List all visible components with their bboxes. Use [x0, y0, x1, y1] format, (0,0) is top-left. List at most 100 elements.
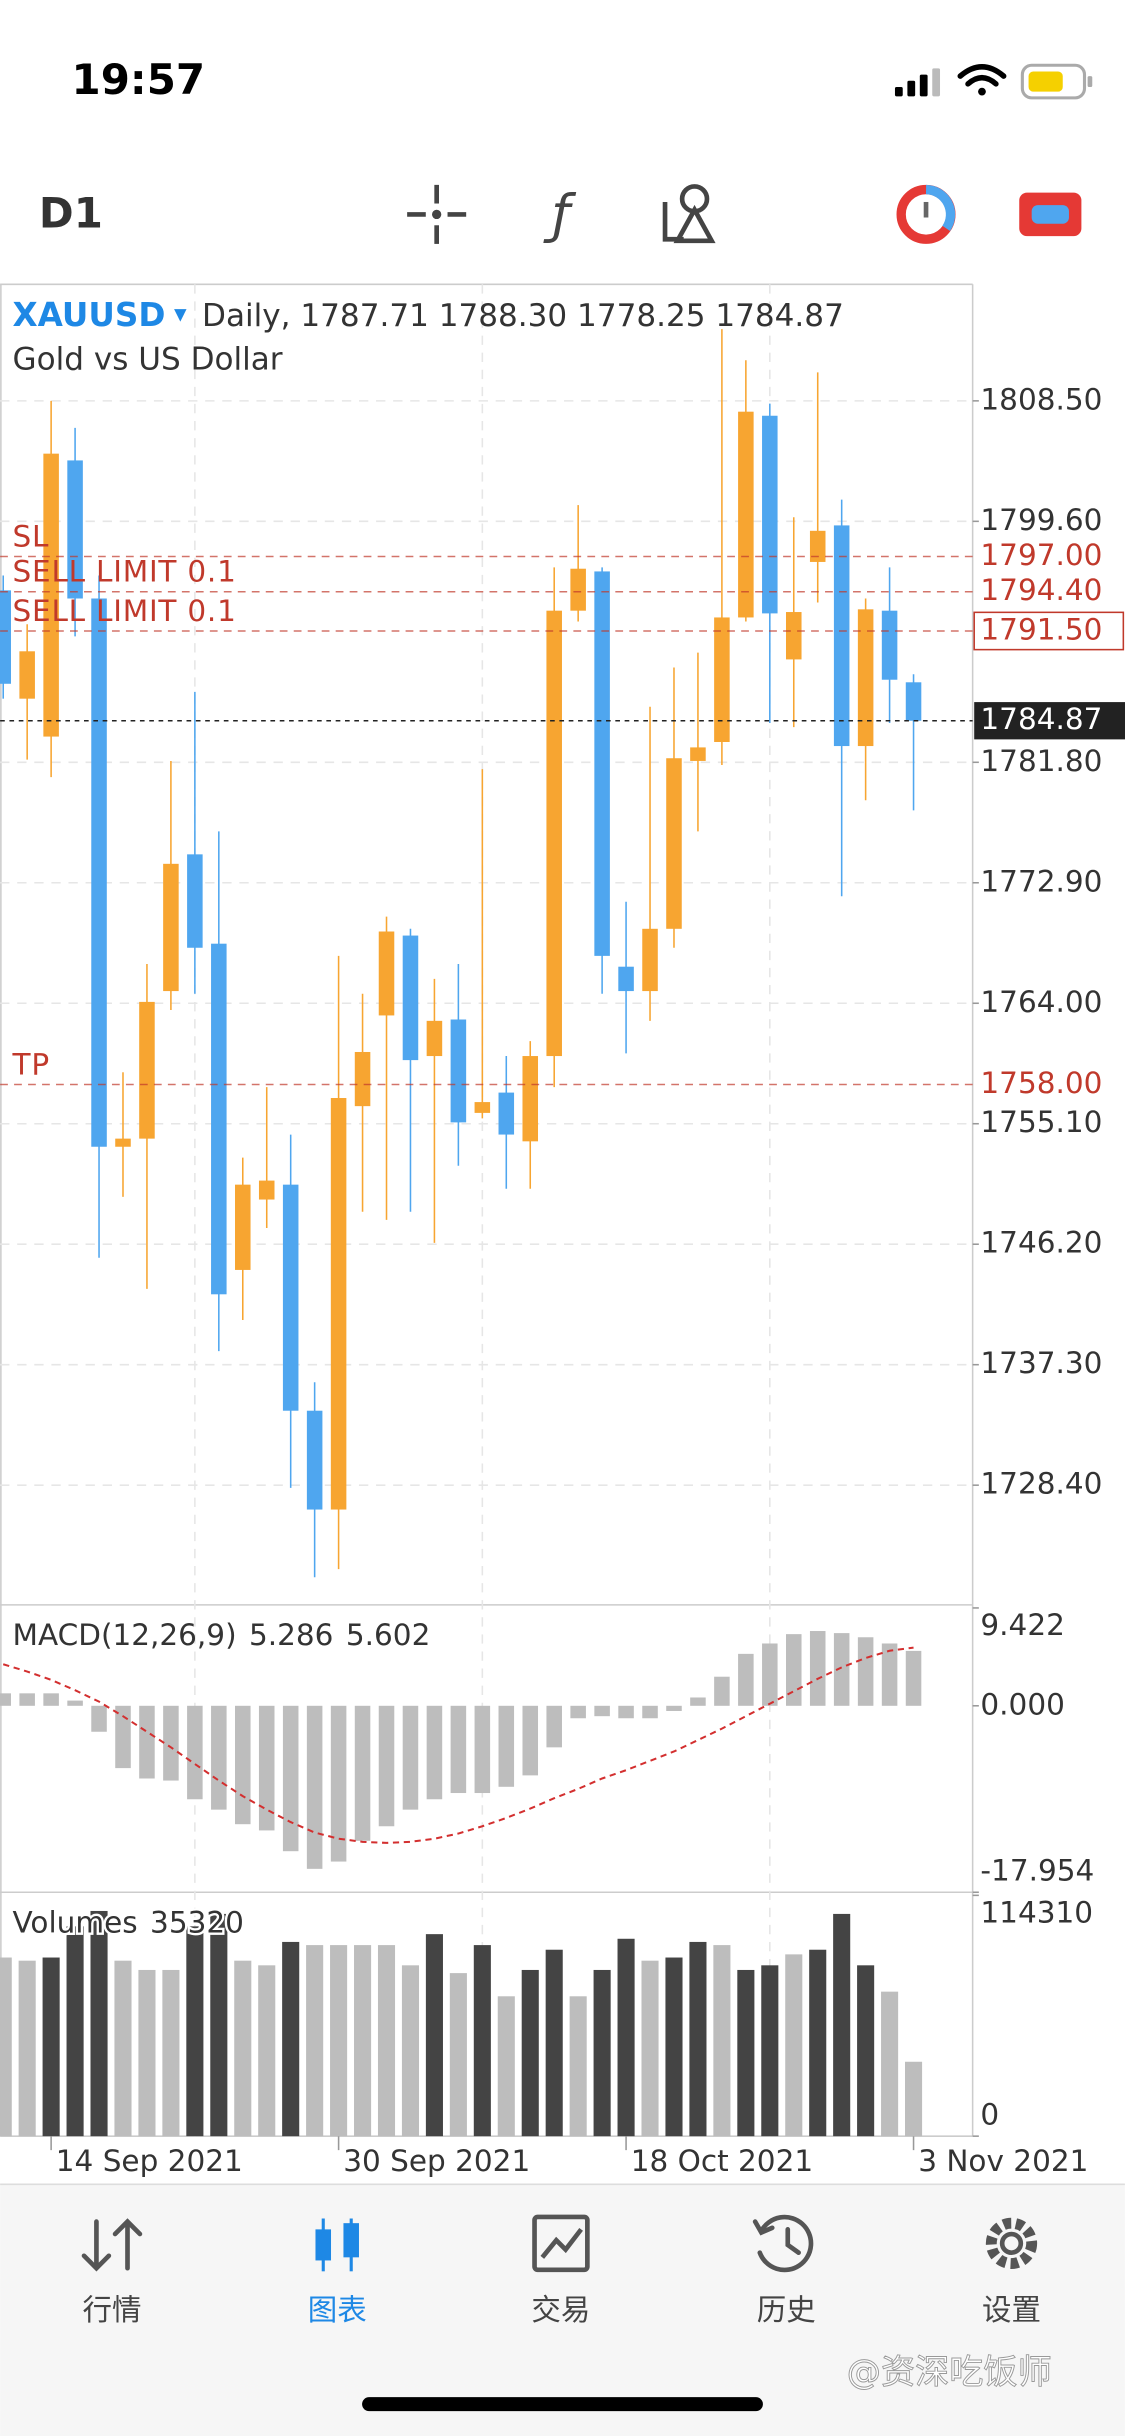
- tab-label[interactable]: 设置: [982, 2293, 1041, 2327]
- candle-body: [642, 928, 658, 992]
- volume-bar: [330, 1945, 348, 2137]
- order-level-bg: [974, 539, 1124, 574]
- candle-body: [809, 530, 826, 562]
- battery-icon: [1020, 63, 1093, 100]
- candle-body: [522, 1056, 539, 1142]
- macd-bar: [282, 1705, 299, 1852]
- macd-bar: [378, 1705, 395, 1827]
- macd-bar: [354, 1705, 371, 1841]
- macd-bar: [474, 1705, 491, 1794]
- macd-bar: [306, 1705, 323, 1869]
- macd-bar: [785, 1634, 802, 1706]
- candle-body: [881, 610, 898, 680]
- ohlc-header: Daily, 1787.71 1788.30 1778.25 1784.87: [202, 298, 844, 334]
- macd-bar: [139, 1705, 155, 1779]
- volume-bar: [473, 1945, 491, 2137]
- order-level-bg: [974, 574, 1124, 609]
- order-level-name: SELL LIMIT 0.1: [13, 594, 237, 628]
- candle-body: [211, 943, 227, 1295]
- candle-body: [762, 415, 778, 614]
- tab-label[interactable]: 交易: [531, 2293, 590, 2327]
- macd-bar: [690, 1697, 706, 1706]
- macd-bar: [642, 1705, 658, 1719]
- tab-label[interactable]: 行情: [82, 2293, 141, 2327]
- home-indicator: [362, 2397, 763, 2412]
- symbol-dropdown[interactable]: [174, 309, 187, 322]
- symbol[interactable]: XAUUSD: [13, 296, 166, 334]
- macd-bar: [809, 1631, 826, 1706]
- quotes-icon[interactable]: [81, 2218, 143, 2272]
- settings-icon[interactable]: [985, 2217, 1038, 2269]
- macd-bar: [0, 1693, 11, 1706]
- candle-body: [498, 1092, 515, 1135]
- candle-body: [354, 1051, 371, 1107]
- order-level-bg: [974, 1067, 1124, 1102]
- trade-icon[interactable]: [532, 2214, 590, 2273]
- wifi-icon: [957, 64, 1007, 96]
- order-level-label: 1794.40: [980, 573, 1102, 607]
- candle-body: [115, 1138, 131, 1147]
- macd-bar: [714, 1676, 730, 1706]
- macd-bar: [857, 1637, 874, 1706]
- y-tick-label: 114310: [980, 1896, 1093, 1930]
- macd-bar: [570, 1705, 586, 1719]
- volume-bar: [186, 1926, 204, 2137]
- macd-bar: [402, 1705, 419, 1810]
- candle-body: [690, 747, 706, 761]
- macd-bar: [522, 1705, 539, 1776]
- candle-body: [306, 1410, 323, 1510]
- y-tick-label: 0: [980, 2097, 999, 2131]
- y-tick-label: 1746.20: [980, 1226, 1102, 1260]
- y-tick-label: -17.954: [980, 1854, 1094, 1888]
- tab-label[interactable]: 历史: [757, 2293, 816, 2327]
- volume-bar: [377, 1945, 396, 2137]
- timeframe-button[interactable]: D1: [39, 188, 103, 237]
- tab-label[interactable]: 图表: [308, 2293, 367, 2327]
- volume-bar: [234, 1960, 252, 2137]
- macd-bar: [450, 1705, 467, 1794]
- current-price-label: 1784.87: [980, 702, 1102, 736]
- y-tick-label: 1728.40: [980, 1467, 1102, 1501]
- x-tick-label: 18 Oct 2021: [631, 2144, 813, 2178]
- candle-body: [91, 598, 107, 1147]
- volume-bar: [617, 1938, 635, 2137]
- candle-body: [738, 411, 754, 618]
- crosshair-button[interactable]: [407, 184, 467, 244]
- volume-bar: [66, 1926, 84, 2137]
- history-icon[interactable]: [752, 2214, 814, 2273]
- macd-bar: [43, 1693, 59, 1706]
- candle-body: [714, 617, 730, 742]
- y-tick-label: 1764.00: [980, 985, 1102, 1019]
- order-level-label: 1758.00: [980, 1066, 1102, 1100]
- candle-body: [43, 453, 59, 737]
- candle-body: [378, 931, 395, 1016]
- volume-bar: [162, 1969, 180, 2137]
- x-tick-label: 3 Nov 2021: [918, 2144, 1088, 2178]
- current-price-box: [974, 702, 1125, 740]
- candle-body: [19, 651, 35, 699]
- one-click-button[interactable]: [1019, 192, 1082, 237]
- macd-bar: [258, 1705, 275, 1831]
- candle-body: [187, 854, 203, 948]
- trade-indicator-button[interactable]: [896, 184, 956, 244]
- volume-bar: [0, 1957, 12, 2137]
- candle-body: [139, 1001, 155, 1139]
- volume-bar: [354, 1945, 372, 2137]
- volume-title: Volumes 35320: [13, 1905, 244, 1939]
- objects-button[interactable]: [662, 184, 716, 244]
- volume-bar: [306, 1945, 324, 2137]
- y-tick-label: 1808.50: [980, 382, 1102, 416]
- volume-bar: [545, 1949, 563, 2137]
- volume-bar: [18, 1960, 36, 2137]
- macd-bar: [187, 1705, 203, 1800]
- macd-bar: [211, 1705, 227, 1810]
- volume-bar: [210, 1913, 228, 2137]
- candle-body: [666, 758, 682, 929]
- macd-bar: [546, 1705, 562, 1748]
- macd-signal-line: [2, 1646, 914, 1844]
- macd-bar: [762, 1643, 778, 1706]
- volume-bar: [881, 1991, 899, 2137]
- chart-icon[interactable]: [315, 2218, 359, 2272]
- volume-title-part: Volumes: [13, 1905, 138, 1939]
